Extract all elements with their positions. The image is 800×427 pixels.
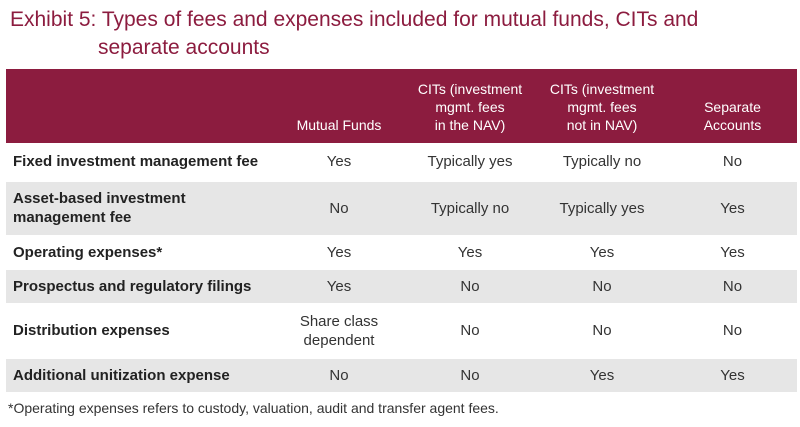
- header-separate-accounts-line-1: Separate: [704, 99, 761, 115]
- cell-text: dependent: [303, 331, 375, 349]
- cell-cits-not-in-nav: No: [536, 269, 668, 304]
- header-cits-not-in-nav-line-1: CITs (investment: [549, 81, 655, 97]
- header-cits-in-nav-line-3: in the NAV): [434, 117, 506, 133]
- table-row: Distribution expenses Share class depend…: [6, 303, 797, 359]
- cell-text: Yes: [326, 243, 352, 261]
- row-label: Asset-based investment management fee: [6, 181, 274, 236]
- exhibit-title: Exhibit 5: Types of fees and expenses in…: [10, 6, 710, 62]
- cell-cits-in-nav: No: [404, 269, 536, 304]
- row-label-text: Additional unitization expense: [13, 366, 230, 384]
- cell-mutual-funds: No: [274, 358, 404, 393]
- header-row-label-column: [6, 69, 274, 143]
- header-mutual-funds-line-1: Mutual Funds: [296, 117, 382, 133]
- cell-separate-accounts: Yes: [668, 235, 797, 270]
- cell-cits-in-nav: Typically no: [404, 181, 536, 236]
- row-label: Fixed investment management fee: [6, 143, 274, 182]
- cell-separate-accounts: Yes: [668, 358, 797, 393]
- footnote: *Operating expenses refers to custody, v…: [8, 400, 499, 416]
- cell-separate-accounts: Yes: [668, 181, 797, 236]
- cell-cits-in-nav: Typically yes: [404, 143, 536, 182]
- cell-cits-in-nav: No: [404, 303, 536, 359]
- header-mutual-funds: Mutual Funds: [274, 69, 404, 143]
- cell-cits-not-in-nav: Typically no: [536, 143, 668, 182]
- cell-cits-in-nav: No: [404, 358, 536, 393]
- header-cits-not-in-nav-line-3: not in NAV): [566, 117, 638, 133]
- cell-separate-accounts: No: [668, 269, 797, 304]
- header-cits-not-in-nav-line-2: mgmt. fees: [567, 99, 637, 115]
- cell-mutual-funds: Yes: [274, 143, 404, 182]
- table-row: Asset-based investment management fee No…: [6, 181, 797, 236]
- table-header: Mutual Funds CITs (investment mgmt. fees…: [6, 69, 797, 143]
- cell-separate-accounts: No: [668, 143, 797, 182]
- row-label-text: Fixed investment management fee: [13, 153, 259, 171]
- header-cits-not-in-nav: CITs (investment mgmt. fees not in NAV): [536, 69, 668, 143]
- row-label: Prospectus and regulatory filings: [6, 269, 274, 304]
- row-label: Distribution expenses: [6, 303, 274, 359]
- row-label-text: Distribution expenses: [13, 322, 170, 339]
- header-row: Mutual Funds CITs (investment mgmt. fees…: [6, 69, 797, 143]
- cell-text: No: [329, 366, 349, 384]
- header-cits-in-nav-line-2: mgmt. fees: [435, 99, 505, 115]
- row-label: Additional unitization expense: [6, 358, 274, 393]
- cell-text: Yes: [326, 277, 352, 295]
- cell-text: Share class: [299, 312, 379, 330]
- cell-separate-accounts: No: [668, 303, 797, 359]
- cell-text: Yes: [326, 153, 352, 171]
- table-row: Additional unitization expense No No Yes…: [6, 358, 797, 393]
- row-label-text: Prospectus and regulatory filings: [13, 277, 252, 295]
- row-label-text: Asset-based investment: [13, 190, 186, 207]
- cell-cits-not-in-nav: Yes: [536, 235, 668, 270]
- exhibit-title-line-1: Exhibit 5: Types of fees and expenses in…: [10, 8, 699, 31]
- cell-mutual-funds: No: [274, 181, 404, 236]
- header-cits-in-nav-line-1: CITs (investment: [417, 81, 523, 97]
- header-cits-in-nav: CITs (investment mgmt. fees in the NAV): [404, 69, 536, 143]
- table-row: Operating expenses* Yes Yes Yes Yes: [6, 235, 797, 270]
- exhibit-title-line-2: separate accounts: [98, 36, 270, 59]
- fees-table: Mutual Funds CITs (investment mgmt. fees…: [6, 69, 797, 393]
- row-label-text: management fee: [13, 209, 132, 226]
- cell-cits-not-in-nav: Yes: [536, 358, 668, 393]
- cell-cits-in-nav: Yes: [404, 235, 536, 270]
- row-label: Operating expenses*: [6, 235, 274, 270]
- header-separate-accounts: Separate Accounts: [668, 69, 797, 143]
- cell-cits-not-in-nav: No: [536, 303, 668, 359]
- cell-cits-not-in-nav: Typically yes: [536, 181, 668, 236]
- header-separate-accounts-line-2: Accounts: [703, 117, 762, 133]
- cell-mutual-funds: Share class dependent: [274, 303, 404, 359]
- table-row: Fixed investment management fee Yes Typi…: [6, 143, 797, 182]
- cell-text: No: [329, 199, 349, 217]
- cell-mutual-funds: Yes: [274, 235, 404, 270]
- table-body: Fixed investment management fee Yes Typi…: [6, 143, 797, 393]
- table-row: Prospectus and regulatory filings Yes No…: [6, 269, 797, 304]
- row-label-text: Operating expenses*: [13, 243, 163, 261]
- cell-mutual-funds: Yes: [274, 269, 404, 304]
